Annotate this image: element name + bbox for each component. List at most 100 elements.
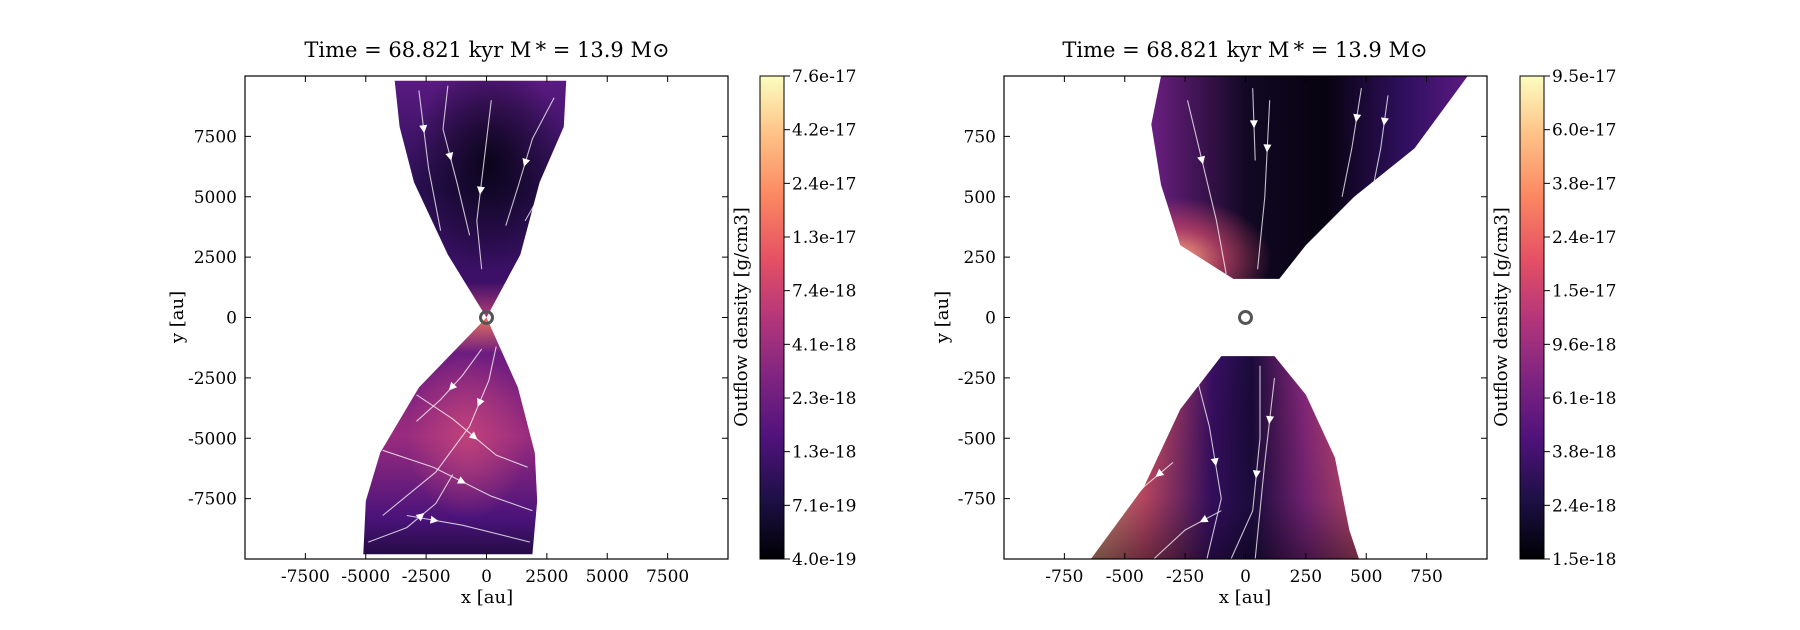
y-tick-label: -5000 [188,429,237,449]
y-tick-label: 500 [964,188,996,208]
streamline-arrow [448,381,458,391]
colorbar-tick-label: 4.1e-18 [792,335,856,355]
streamline-arrow [1353,113,1362,123]
streamline-arrow [1266,415,1275,425]
panel-right-colorbar-label: Outflow density [g/cm3] [1491,207,1512,427]
y-tick-label: -250 [958,369,996,389]
streamline-arrow [1155,468,1165,477]
colorbar-tick-label: 3.8e-18 [1552,443,1616,463]
panel-left-xticks: -7500 -5000 -2500 0 2500 5000 7500 [281,76,689,587]
streamline-arrow [457,476,466,484]
streamline-arrow [477,398,485,407]
streamline-arrow [1249,120,1258,129]
colorbar-tick-label: 6.1e-18 [1552,389,1616,409]
y-tick-label: 0 [226,309,237,329]
panel-left-colorbar-label: Outflow density [g/cm3] [731,207,752,427]
colorbar-tick-label: 2.4e-18 [1552,496,1616,516]
panel-left-lobes [363,80,567,555]
streamline [382,346,497,516]
colorbar-tick-label: 9.6e-18 [1552,335,1616,355]
x-tick-label: 500 [1350,567,1382,587]
lower-outflow-lobe-shade [363,317,538,555]
streamline-arrow [419,124,428,134]
x-tick-label: 250 [1290,567,1322,587]
panel-right-ylabel: y [au] [932,291,953,344]
streamline-arrow [415,513,425,522]
x-tick-label: -2500 [402,567,451,587]
x-tick-label: -750 [1045,567,1083,587]
panel-right-star-marker [1238,310,1253,325]
colorbar-tick-label: 9.5e-17 [1552,67,1616,87]
colorbar-tick-label: 2.4e-17 [792,174,856,194]
streamline-arrow [430,515,439,524]
y-tick-label: -2500 [188,369,237,389]
panel-left-colorbar [759,75,785,560]
panel-right-title: Time = 68.821 kyr M * = 13.9 M⊙ [1062,38,1427,62]
x-tick-label: 750 [1410,567,1442,587]
panel-right-lobes [1090,76,1468,559]
streamline [1370,95,1389,197]
streamline-arrow [1197,155,1205,165]
y-tick-label: -7500 [188,490,237,510]
panel-left: Time = 68.821 kyr M * = 13.9 M⊙ -7500 -50… [167,38,856,608]
y-tick-label: 2500 [194,248,237,268]
upper-outflow-lobe-shade [394,80,567,318]
y-tick-label: -500 [958,429,996,449]
panel-left-ylabel: y [au] [167,291,188,344]
streamline-arrow [1263,144,1272,153]
x-tick-label: 2500 [525,567,568,587]
panel-right-colorbar-ticks: 1.5e-18 2.4e-18 3.8e-18 6.1e-18 9.6e-18 1.5e-… [1544,67,1616,570]
panel-right-xlabel: x [au] [1219,587,1271,608]
y-tick-label: 250 [964,248,996,268]
panel-right-yticks: -750 -500 -250 0 250 500 750 [958,127,1487,510]
panel-left-star-marker [479,310,494,325]
panel-right-streamlines [1109,88,1389,560]
streamline-arrow [468,431,478,440]
x-tick-label: 0 [481,567,492,587]
colorbar-tick-label: 6.0e-17 [1552,121,1616,141]
colorbar-tick-label: 1.3e-18 [792,443,856,463]
streamline-arrow [522,158,531,167]
colorbar-tick-label: 1.3e-17 [792,228,856,248]
colorbar-tick-label: 3.8e-17 [1552,174,1616,194]
panel-left-yticks: -7500 -5000 -2500 0 2500 5000 7500 [188,127,728,510]
colorbar-tick-label: 7.1e-19 [792,496,856,516]
streamline-arrow [1252,470,1261,479]
upper-outflow-lobe-shade [1151,76,1468,279]
streamline [1341,88,1362,197]
colorbar-tick-label: 2.3e-18 [792,389,856,409]
streamline-arrow [445,152,454,161]
streamline [1109,461,1174,524]
y-tick-label: -750 [958,490,996,510]
streamline [524,155,565,222]
colorbar-tick-label: 7.4e-18 [792,282,856,302]
colorbar-tick-label: 2.4e-17 [1552,228,1616,248]
streamline-arrow [477,186,485,195]
colorbar-tick-label: 4.0e-19 [792,550,856,570]
x-tick-label: -250 [1166,567,1204,587]
streamline [406,514,531,543]
panel-right-xticks: -750 -500 -250 0 250 500 750 [1045,76,1443,587]
streamline-arrow [1210,457,1219,467]
panel-right: Time = 68.821 kyr M * = 13.9 M⊙ -750 -500… [932,38,1616,608]
x-tick-label: -7500 [281,567,330,587]
y-tick-label: 0 [985,309,996,329]
y-tick-label: 5000 [194,188,237,208]
streamline-arrow [552,165,560,175]
x-tick-label: -5000 [341,567,390,587]
colorbar-tick-label: 7.6e-17 [792,67,856,87]
streamline [1186,100,1227,275]
streamline [418,90,442,231]
lower-outflow-lobe-shade [1090,356,1359,559]
panel-right-colorbar [1519,75,1545,560]
y-tick-label: 7500 [194,127,237,147]
streamline [1153,510,1222,560]
streamline [1257,100,1271,270]
x-tick-label: 7500 [646,567,689,587]
colorbar-tick-label: 4.2e-17 [792,121,856,141]
panel-left-streamlines [368,85,565,543]
x-tick-label: 5000 [586,567,629,587]
x-tick-label: 0 [1240,567,1251,587]
streamline-arrow [1380,117,1389,126]
